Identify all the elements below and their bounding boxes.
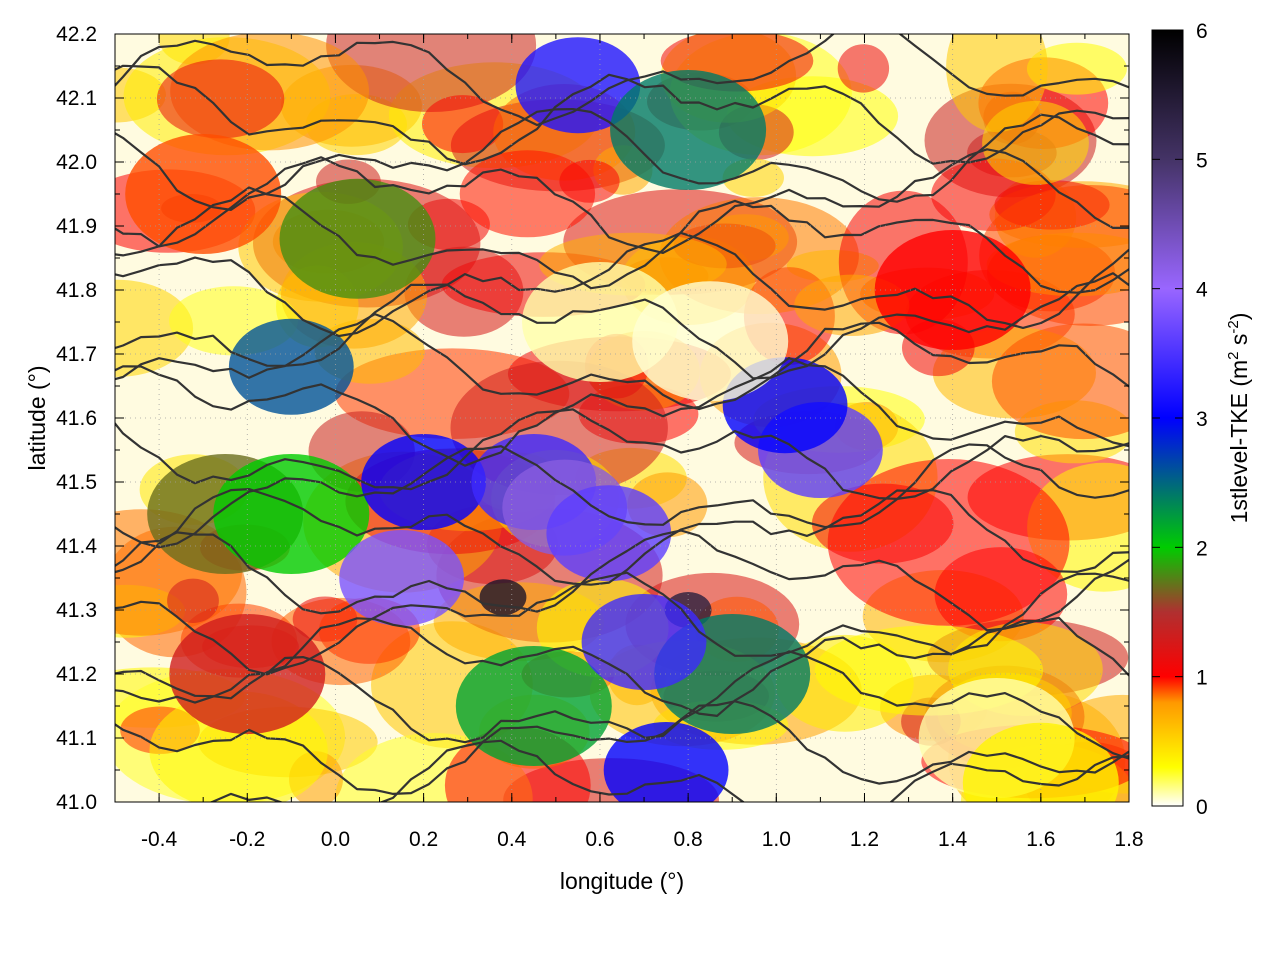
heat-feature — [213, 454, 370, 574]
heat-blob — [946, 34, 1048, 133]
y-tick-label: 41.1 — [56, 727, 97, 750]
terrain-contours — [115, 34, 1129, 802]
x-tick-labels: -0.4 -0.2 0.0 0.2 0.4 0.6 0.8 1.0 1.2 1.4 1.6 1.8 — [141, 828, 1144, 851]
heat-feature — [962, 722, 1119, 802]
heat-feature — [603, 722, 729, 802]
x-tick-label: 1.0 — [762, 828, 791, 851]
y-tick-label: 42.1 — [56, 87, 97, 110]
colorbar-title: 1stlevel-TKE (m2 s-2) — [1225, 313, 1252, 524]
heat-feature — [455, 646, 612, 766]
colorbar-tick-label: 1 — [1196, 667, 1208, 690]
contour-line — [115, 700, 1129, 795]
contour-line — [115, 443, 1129, 549]
colorbar-tick-label: 6 — [1196, 20, 1208, 43]
contour-line — [209, 739, 1129, 802]
heat-blob — [837, 44, 890, 93]
colorbar-tick-label: 3 — [1196, 408, 1208, 431]
contour-line — [115, 34, 1129, 127]
heat-blob — [156, 59, 285, 139]
heat-blob — [991, 323, 1129, 440]
y-tick-label: 42.2 — [56, 23, 97, 46]
contour-line — [115, 231, 1129, 338]
colorbar-title-end: ) — [1226, 313, 1252, 321]
colorbar-tick-label: 4 — [1196, 279, 1208, 302]
contour-line — [115, 488, 1129, 586]
contour-line — [115, 313, 1129, 411]
x-tick-label: 0.0 — [321, 828, 350, 851]
heatmap-field — [115, 34, 1129, 802]
heat-blob — [827, 459, 1070, 626]
heat-blob — [326, 34, 537, 112]
x-tick-label: 1.8 — [1114, 828, 1143, 851]
x-tick-label: -0.4 — [141, 828, 178, 851]
heat-blob — [115, 279, 194, 377]
heat-feature — [515, 37, 641, 134]
x-axis-title: longitude (°) — [560, 868, 684, 894]
y-tick-label: 41.8 — [56, 279, 97, 302]
x-tick-label: 1.6 — [1026, 828, 1055, 851]
y-tick-label: 41.6 — [56, 407, 97, 430]
heat-feature — [479, 579, 527, 616]
contour-line — [115, 186, 1129, 294]
y-tick-label: 41.3 — [56, 599, 97, 622]
y-tick-label: 41.4 — [56, 535, 97, 558]
contour-line — [115, 650, 1129, 760]
contour-line — [115, 356, 1129, 467]
colorbar-title-mid: s — [1226, 334, 1252, 352]
y-tick-label: 41.0 — [56, 791, 97, 814]
colorbar-tick-labels: 0 1 2 3 4 5 6 — [1196, 20, 1208, 819]
colorbar-tick-label: 2 — [1196, 537, 1208, 560]
heat-feature — [228, 318, 354, 415]
heat-blob — [1026, 42, 1127, 95]
y-tick-label: 41.7 — [56, 343, 97, 366]
heat-feature — [125, 134, 282, 254]
heat-blob — [459, 150, 596, 238]
x-tick-label: 0.8 — [674, 828, 703, 851]
heat-feature — [632, 281, 789, 402]
heat-blob — [422, 95, 504, 154]
x-tick-label: 0.6 — [585, 828, 614, 851]
colorbar-title-main: 1stlevel-TKE (m — [1226, 360, 1252, 524]
colorbar-title-sup1: 2 — [1225, 351, 1242, 359]
heat-feature — [279, 178, 436, 299]
y-tick-label: 41.5 — [56, 471, 97, 494]
x-tick-label: -0.2 — [229, 828, 265, 851]
heat-feature — [581, 594, 707, 690]
contour-line — [115, 616, 1129, 717]
colorbar-tick-marks — [1152, 29, 1183, 807]
contour-line — [115, 529, 1129, 632]
y-tick-label: 42.0 — [56, 151, 97, 174]
heat-feature — [361, 434, 486, 530]
y-tick-labels: 41.0 41.1 41.2 41.3 41.4 41.5 41.6 41.7 41.8 41.9… — [56, 23, 97, 814]
colorbar-tick-label: 5 — [1196, 149, 1208, 172]
contour-line — [115, 408, 1129, 500]
x-tick-label: 1.4 — [938, 828, 968, 851]
x-tick-label: 0.2 — [409, 828, 438, 851]
heat-blob — [167, 578, 219, 623]
plot-area — [114, 33, 1130, 803]
heat-feature — [546, 485, 672, 582]
x-tick-label: 1.2 — [850, 828, 879, 851]
heat-blob — [559, 159, 620, 203]
contour-line — [115, 148, 1129, 254]
heat-feature — [339, 530, 464, 626]
tick-marks — [114, 33, 1130, 803]
y-axis-title: latitude (°) — [24, 365, 50, 470]
contour-line — [115, 272, 1129, 380]
colorbar-tick-label: 0 — [1196, 796, 1208, 819]
x-tick-label: 0.4 — [497, 828, 527, 851]
y-tick-label: 41.2 — [56, 663, 97, 686]
y-tick-label: 41.9 — [56, 215, 97, 238]
colorbar-title-sup2: -2 — [1225, 320, 1242, 333]
contour-line — [115, 108, 1129, 211]
